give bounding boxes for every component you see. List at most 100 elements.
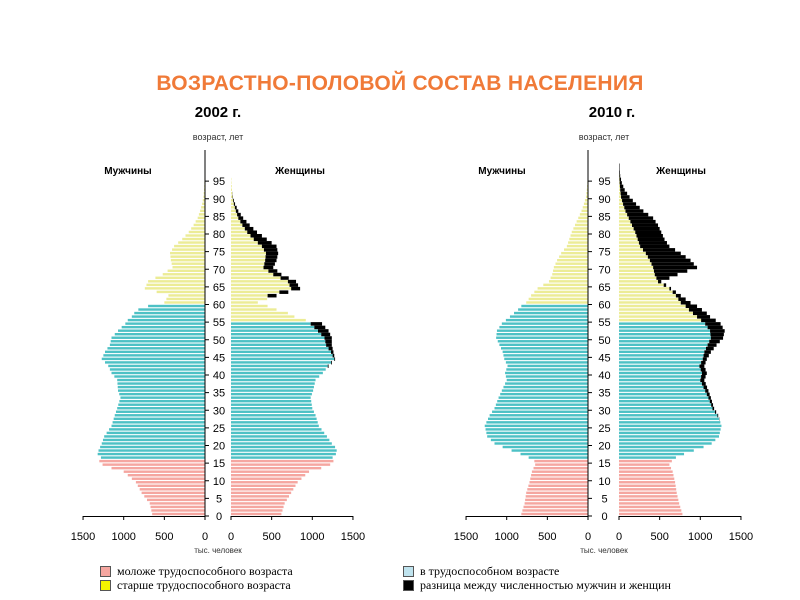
difference-bar <box>672 290 676 294</box>
female-bar <box>619 403 712 406</box>
male-bar <box>135 481 205 484</box>
female-bar <box>619 294 676 297</box>
x-tick-label: 1000 <box>300 531 324 543</box>
male-bar <box>146 283 205 287</box>
male-bar <box>509 315 588 318</box>
female-bar <box>619 315 698 318</box>
female-bar <box>619 297 679 301</box>
female-bar <box>619 223 633 227</box>
male-bar <box>561 251 588 255</box>
x-axis-label-0: тыс. человек <box>194 546 242 555</box>
female-bar <box>619 477 675 480</box>
male-bar <box>559 255 588 258</box>
male-bar <box>201 206 205 209</box>
male-bar <box>188 230 205 234</box>
female-bar <box>619 389 706 392</box>
female-bar <box>619 368 701 371</box>
male-bar <box>149 502 205 505</box>
age-tick-label: 75 <box>598 247 610 259</box>
male-bar <box>148 304 205 308</box>
female-bar <box>619 407 713 410</box>
male-bar <box>484 424 588 428</box>
female-bar <box>619 184 620 188</box>
male-bar <box>105 361 205 364</box>
difference-bar <box>633 226 660 231</box>
female-bar <box>231 403 312 406</box>
male-bar <box>566 244 588 248</box>
male-bar <box>531 294 588 297</box>
male-bar <box>156 290 205 294</box>
male-bar <box>501 347 588 350</box>
age-tick-label: 95 <box>598 176 610 188</box>
female-bar <box>619 234 637 237</box>
female-bar <box>619 181 620 184</box>
difference-bar <box>250 234 262 238</box>
female-bar <box>231 512 282 516</box>
female-bar <box>619 449 694 452</box>
female-bar <box>619 241 639 244</box>
male-bar <box>170 255 205 258</box>
male-bar <box>131 477 205 480</box>
female-bar <box>619 266 654 269</box>
difference-bar <box>701 360 706 365</box>
female-bar <box>231 350 331 354</box>
male-bar <box>502 350 588 354</box>
male-bar <box>489 414 588 417</box>
female-bar <box>619 491 677 495</box>
male-bar <box>548 280 588 283</box>
difference-bar <box>680 300 691 305</box>
age-tick-label: 95 <box>213 176 225 188</box>
male-bar <box>111 336 205 339</box>
male-bar <box>511 449 588 452</box>
female-bar <box>231 459 334 463</box>
female-bar <box>619 213 628 216</box>
male-bar <box>529 481 588 484</box>
male-bar <box>203 195 205 198</box>
female-bar <box>231 498 287 502</box>
difference-bar <box>708 396 711 400</box>
male-bar <box>131 315 205 318</box>
x-tick-label: 500 <box>650 531 668 543</box>
age-tick-label: 40 <box>213 370 225 382</box>
female-bar <box>231 421 318 424</box>
age-tick-label: 15 <box>213 458 225 470</box>
female-bar <box>231 371 323 375</box>
female-bar <box>231 466 322 470</box>
x-tick-label: 1000 <box>494 531 518 543</box>
female-bar <box>231 294 268 297</box>
female-bar <box>619 399 710 403</box>
female-bar <box>231 262 265 265</box>
female-bar <box>231 273 274 276</box>
male-bar <box>488 417 588 421</box>
difference-bar <box>700 367 706 372</box>
male-bar <box>520 452 588 456</box>
legend-working: в трудоспособном возрасте <box>403 564 559 579</box>
female-bar <box>619 255 648 258</box>
age-tick-label: 85 <box>213 211 225 223</box>
male-bar <box>127 318 205 322</box>
female-bar <box>231 414 316 417</box>
male-bar <box>499 325 588 329</box>
female-bar <box>231 385 314 389</box>
male-bar <box>137 484 205 487</box>
male-bar <box>162 273 205 276</box>
female-bar <box>231 311 288 315</box>
female-bar <box>231 431 325 435</box>
age-tick-label: 20 <box>213 441 225 453</box>
female-bar <box>619 325 708 329</box>
female-bar <box>619 343 708 346</box>
male-bar <box>552 273 588 276</box>
male-bar <box>523 505 588 509</box>
male-bar <box>118 329 205 332</box>
male-bar <box>534 290 588 294</box>
difference-bar <box>712 406 715 411</box>
difference-bar <box>261 244 277 249</box>
difference-bar <box>619 184 624 189</box>
age-tick-label: 85 <box>598 211 610 223</box>
female-bar <box>231 318 306 322</box>
female-bar <box>619 290 673 294</box>
female-bar <box>619 192 621 195</box>
difference-bar <box>675 293 681 298</box>
age-tick-label: 50 <box>213 335 225 347</box>
male-bar <box>553 269 588 272</box>
